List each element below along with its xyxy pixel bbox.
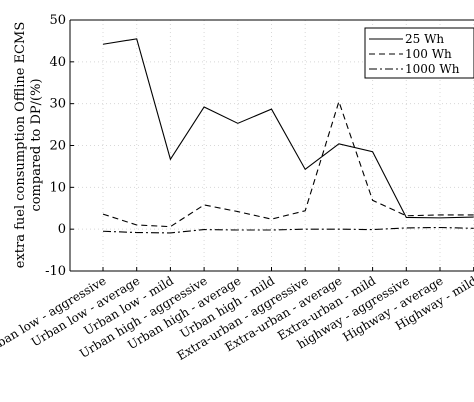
y-tick-label: 0 xyxy=(58,222,66,237)
series-line-1 xyxy=(102,38,474,219)
legend-label-1: 25 Wh xyxy=(405,32,444,46)
y-tick-label: 30 xyxy=(49,97,66,112)
legend-label-3: 1000 Wh xyxy=(405,62,460,76)
legend-label-2: 100 Wh xyxy=(405,47,452,61)
axes-layer xyxy=(69,19,474,272)
legend-box xyxy=(364,27,474,79)
y-tick-label: -10 xyxy=(45,264,66,279)
y-tick-label: 20 xyxy=(49,139,66,154)
y-tick-label: 40 xyxy=(49,55,66,70)
series-layer xyxy=(102,38,474,234)
y-tick-label: 50 xyxy=(49,13,66,28)
series-line-2 xyxy=(102,99,474,228)
y-axis-title-line2: compared to DP/(%) xyxy=(29,78,44,211)
series-line-3 xyxy=(102,226,474,234)
y-tick-label: 10 xyxy=(49,180,66,195)
y-axis-title-line1: extra fuel consumption Offline ECMS xyxy=(13,22,28,268)
